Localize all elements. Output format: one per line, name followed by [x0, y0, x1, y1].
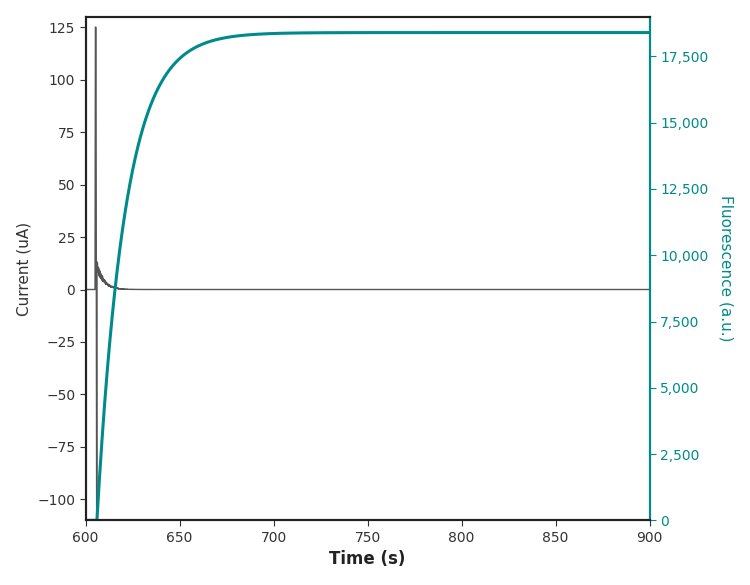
X-axis label: Time (s): Time (s) [329, 550, 406, 569]
Y-axis label: Fluorescence (a.u.): Fluorescence (a.u.) [718, 195, 734, 342]
Y-axis label: Current (uA): Current (uA) [16, 222, 32, 315]
